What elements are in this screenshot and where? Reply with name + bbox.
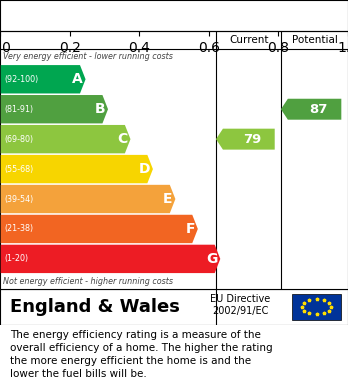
Polygon shape: [1, 95, 108, 124]
Polygon shape: [1, 245, 220, 273]
Text: (55-68): (55-68): [4, 165, 33, 174]
Text: England & Wales: England & Wales: [10, 298, 180, 316]
Text: (21-38): (21-38): [4, 224, 33, 233]
Text: 87: 87: [309, 103, 327, 116]
Text: B: B: [95, 102, 105, 116]
Text: (39-54): (39-54): [4, 194, 33, 204]
Text: G: G: [206, 252, 218, 266]
Text: D: D: [139, 162, 150, 176]
Polygon shape: [1, 125, 130, 153]
Text: (92-100): (92-100): [4, 75, 38, 84]
Text: (81-91): (81-91): [4, 105, 33, 114]
Text: Energy Efficiency Rating: Energy Efficiency Rating: [10, 8, 232, 23]
Text: F: F: [185, 222, 195, 236]
Polygon shape: [1, 215, 198, 243]
Text: C: C: [117, 132, 128, 146]
Text: (1-20): (1-20): [4, 255, 28, 264]
Text: Very energy efficient - lower running costs: Very energy efficient - lower running co…: [3, 52, 173, 61]
Text: Current: Current: [229, 35, 269, 45]
Text: Potential: Potential: [292, 35, 338, 45]
Polygon shape: [1, 155, 153, 183]
Text: 79: 79: [243, 133, 261, 146]
Text: A: A: [72, 72, 83, 86]
Polygon shape: [216, 129, 275, 150]
Polygon shape: [1, 65, 86, 93]
Text: Not energy efficient - higher running costs: Not energy efficient - higher running co…: [3, 277, 174, 286]
Text: The energy efficiency rating is a measure of the
overall efficiency of a home. T: The energy efficiency rating is a measur…: [10, 330, 273, 379]
Polygon shape: [281, 99, 341, 120]
Polygon shape: [1, 185, 175, 213]
Bar: [292, 294, 341, 320]
Text: E: E: [163, 192, 173, 206]
Text: (69-80): (69-80): [4, 135, 33, 143]
Text: EU Directive
2002/91/EC: EU Directive 2002/91/EC: [210, 294, 270, 316]
